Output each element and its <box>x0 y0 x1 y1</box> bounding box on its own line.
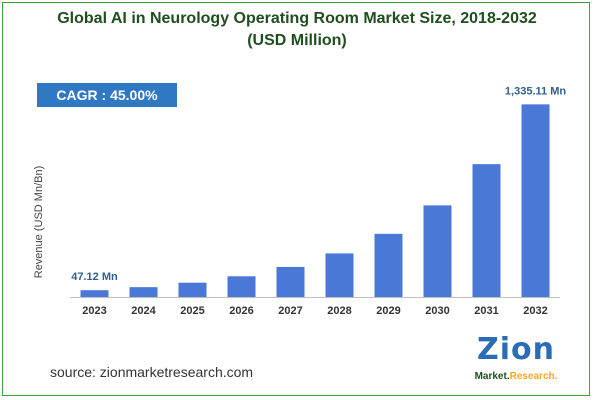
x-tick-label-2030: 2030 <box>425 305 449 317</box>
x-tick-label-2027: 2027 <box>278 305 302 317</box>
cagr-badge: CAGR : 45.00% <box>37 83 177 107</box>
x-tick-label-2026: 2026 <box>229 305 253 317</box>
bar-2026 <box>227 276 256 297</box>
bar-2023 <box>80 290 109 297</box>
chart-frame <box>2 2 590 396</box>
logo-subtitle: Market.Research. <box>470 371 562 382</box>
logo-wordmark: Zion <box>476 332 555 367</box>
zion-logo: Zion Market.Research. <box>470 332 562 388</box>
bar-2029 <box>374 233 403 297</box>
bar-2024 <box>129 287 158 297</box>
logo-sub-main: Market. <box>474 371 510 382</box>
x-tick-label-2032: 2032 <box>523 305 547 317</box>
chart-title-line1: Global AI in Neurology Operating Room Ma… <box>57 10 537 27</box>
x-tick-label-2025: 2025 <box>180 305 204 317</box>
bar-2032 <box>521 104 550 297</box>
x-tick-label-2028: 2028 <box>327 305 351 317</box>
bar-2027 <box>276 266 305 297</box>
bar-2030 <box>423 205 452 297</box>
data-label-2023: 47.12 Mn <box>71 271 118 283</box>
data-label-2032: 1,335.11 Mn <box>505 85 566 97</box>
logo-sub-accent: Research. <box>509 371 558 382</box>
x-tick-label-2024: 2024 <box>131 305 156 317</box>
x-tick-label-2029: 2029 <box>376 305 400 317</box>
source-text: source: zionmarketresearch.com <box>50 364 254 380</box>
chart-title-line2: (USD Million) <box>247 32 347 49</box>
x-tick-label-2031: 2031 <box>474 305 498 317</box>
bar-2028 <box>325 253 354 297</box>
chart-title: Global AI in Neurology Operating Room Ma… <box>0 8 594 52</box>
x-tick-label-2023: 2023 <box>82 305 106 317</box>
bar-2031 <box>472 164 501 297</box>
bar-2025 <box>178 282 207 297</box>
